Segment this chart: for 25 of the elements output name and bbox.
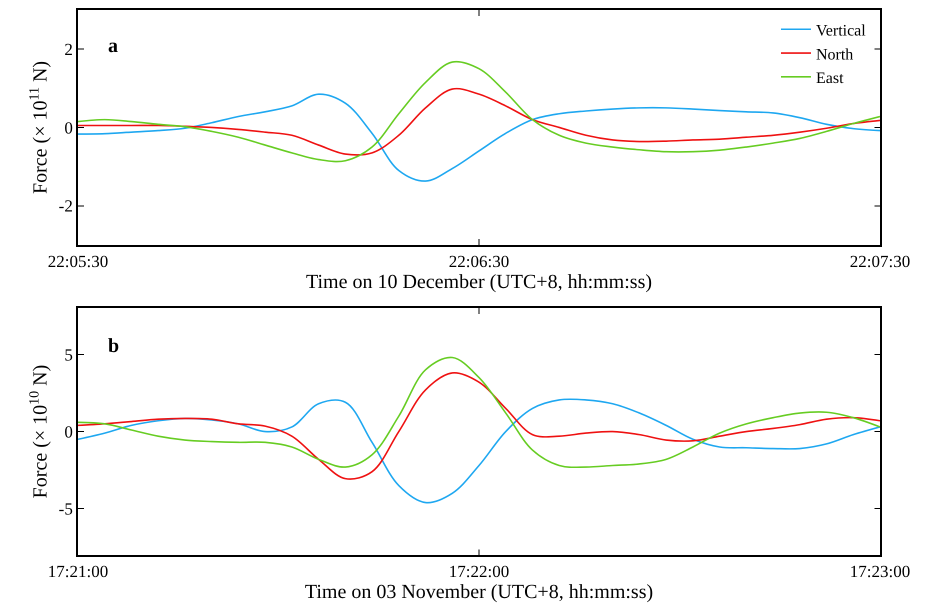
x-tick-label: 22:05:30	[48, 252, 108, 272]
x-tick-label: 17:21:00	[48, 562, 108, 582]
x-tick-label: 17:23:00	[850, 562, 910, 582]
y-tick-label: 2	[64, 40, 73, 60]
x-tick-label: 22:06:30	[448, 252, 510, 272]
line-series	[78, 60, 880, 162]
y-tick-label: 0	[64, 118, 73, 138]
y-tick-label: -5	[58, 500, 73, 519]
annotation: a	[108, 35, 118, 57]
x-tick-label: 17:22:00	[448, 562, 510, 582]
annotation: b	[108, 335, 120, 357]
line-series	[78, 398, 880, 504]
legend-label: North	[816, 46, 854, 64]
y-tick-label: 0	[64, 422, 73, 442]
x-axis-title: Time on 10 December (UTC+8, hh:mm:ss)	[306, 271, 652, 294]
x-axis-title: Time on 03 November (UTC+8, hh:mm:ss)	[304, 581, 654, 604]
y-tick-label: -2	[58, 196, 73, 216]
line-series	[78, 356, 880, 468]
legend-label: Vertical	[816, 22, 866, 40]
x-tick-label: 22:07:30	[850, 252, 910, 272]
line-series	[78, 93, 880, 182]
line-series	[78, 88, 880, 156]
legend-label: East	[816, 70, 844, 88]
line-series	[78, 372, 880, 480]
y-tick-label: 5	[64, 345, 73, 364]
